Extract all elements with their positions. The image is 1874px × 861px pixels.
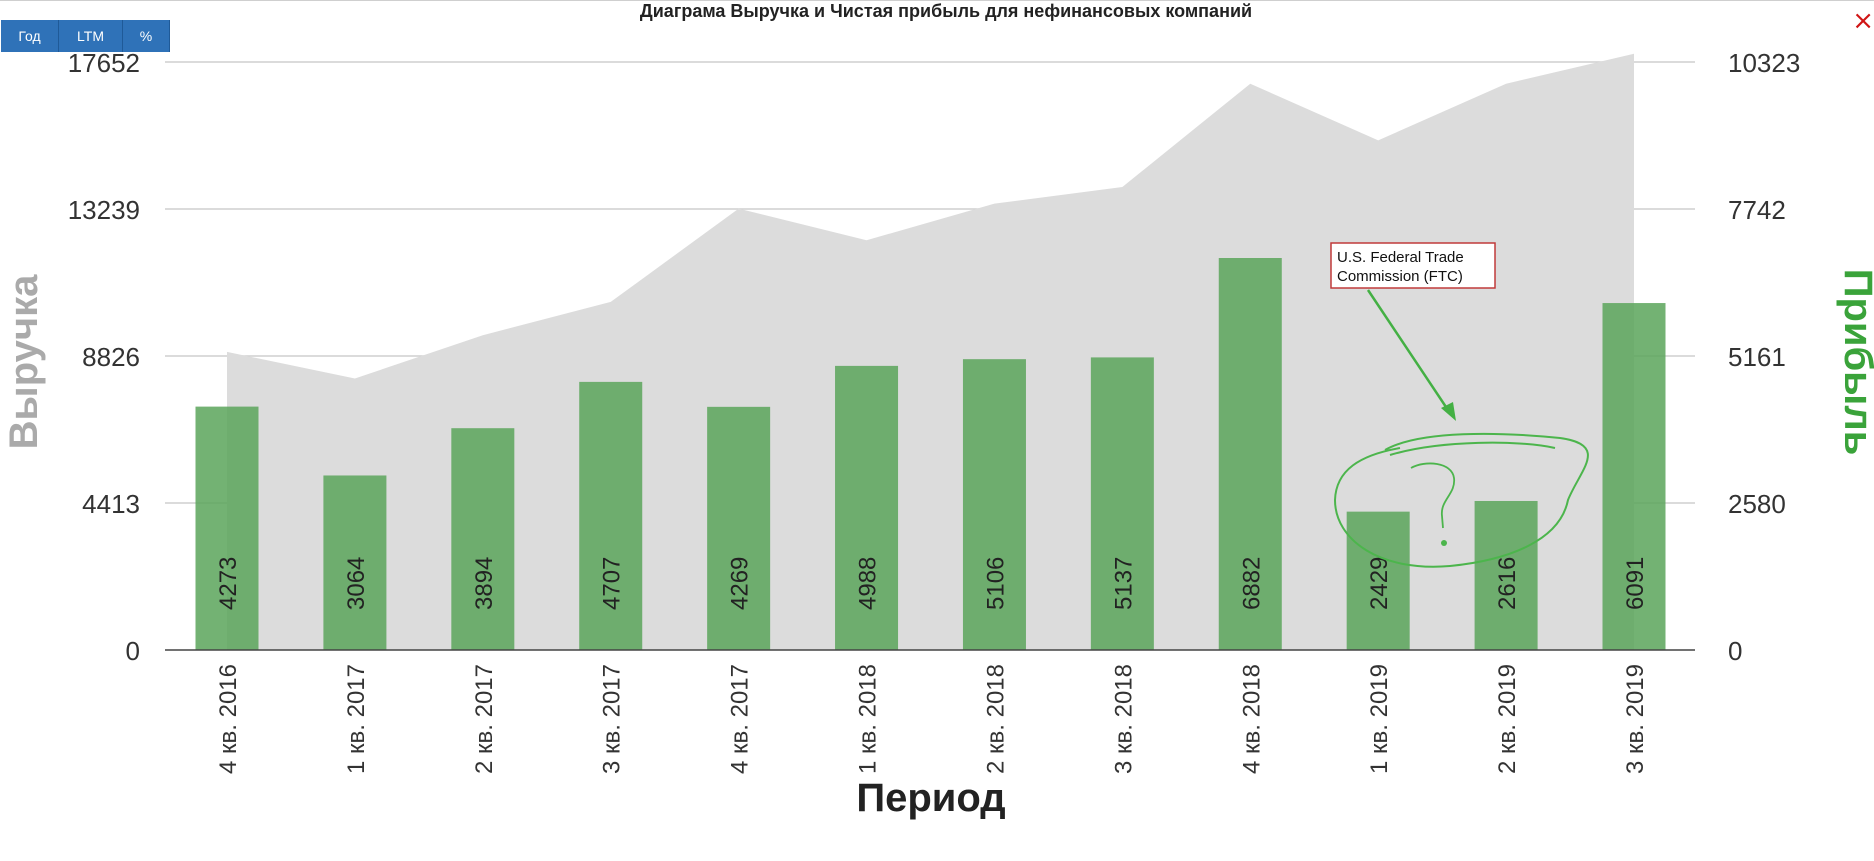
left-tick-label: 13239	[68, 195, 140, 225]
category-label: 1 кв. 2017	[343, 664, 370, 774]
bar-value-label: 3064	[343, 557, 370, 610]
axes: 0 4413 8826 13239 17652 0 2580 5161 7742 10323 4 к…	[68, 48, 1801, 774]
profit-bar	[962, 359, 1026, 650]
category-label: 2 кв. 2019	[1494, 664, 1521, 774]
category-label: 3 кв. 2019	[1622, 664, 1649, 774]
profit-bar	[1218, 258, 1282, 650]
right-tick-label: 7742	[1728, 195, 1786, 225]
profit-bar	[1602, 303, 1666, 650]
x-axis-title: Период	[856, 776, 1005, 820]
bar-value-label: 2616	[1494, 557, 1521, 610]
ftc-annotation: U.S. Federal Trade Commission (FTC)	[1330, 242, 1589, 568]
bar-value-label: 4273	[215, 557, 242, 610]
right-tick-label: 10323	[1728, 48, 1800, 78]
left-tick-label: 4413	[82, 489, 140, 519]
bar-value-label: 5106	[982, 557, 1009, 610]
right-tick-label: 0	[1728, 636, 1742, 666]
right-tick-label: 2580	[1728, 489, 1786, 519]
bar-value-label: 4988	[855, 557, 882, 610]
close-icon[interactable]: ×	[1852, 6, 1874, 36]
left-tick-label: 17652	[68, 48, 140, 78]
bar-value-label: 4707	[599, 557, 626, 610]
profit-bar	[451, 428, 515, 650]
profit-bar	[579, 381, 643, 650]
category-label: 4 кв. 2017	[727, 664, 754, 774]
ltm-button[interactable]: LTM	[59, 20, 123, 52]
right-axis-title: Прибыль	[1836, 269, 1874, 456]
category-label: 2 кв. 2017	[471, 664, 498, 774]
chart-title: Диаграма Выручка и Чистая прибыль для не…	[640, 1, 1252, 21]
hand-drawn-circle	[1333, 432, 1589, 568]
arrow-head-icon	[1441, 402, 1456, 421]
revenue-area	[227, 53, 1634, 650]
profit-bar	[835, 365, 899, 650]
annotation-line-2: Commission (FTC)	[1337, 268, 1463, 285]
left-tick-label: 0	[126, 636, 140, 666]
profit-bar	[1346, 511, 1410, 650]
year-button[interactable]: Год	[1, 20, 59, 52]
bar-value-label: 4269	[727, 557, 754, 610]
category-label: 1 кв. 2018	[855, 664, 882, 774]
top-border	[0, 0, 1874, 1]
left-tick-label: 8826	[82, 342, 140, 372]
bar-value-label: 3894	[471, 557, 498, 610]
annotation-arrow	[1366, 289, 1452, 414]
bar-value-label: 6882	[1238, 557, 1265, 610]
annotation-line-1: U.S. Federal Trade	[1337, 249, 1464, 266]
category-label: 1 кв. 2019	[1366, 664, 1393, 774]
percent-button[interactable]: %	[123, 20, 170, 52]
profit-bar	[195, 406, 259, 650]
category-label: 4 кв. 2018	[1238, 664, 1265, 774]
bar-value-label: 6091	[1622, 557, 1649, 610]
revenue-area-series	[227, 53, 1634, 650]
question-mark-dot	[1441, 540, 1447, 546]
profit-bar	[1090, 357, 1154, 650]
bar-value-label: 5137	[1110, 557, 1137, 610]
left-axis-title: Выручка	[2, 274, 46, 449]
category-label: 4 кв. 2016	[215, 664, 242, 774]
category-label: 3 кв. 2017	[599, 664, 626, 774]
profit-bar-series: 4273 3064 3894 4707 4269 4988 5106 5137 6882 2429…	[195, 258, 1666, 650]
annotation-box	[1330, 242, 1496, 289]
profit-bar	[1474, 500, 1538, 650]
profit-bar	[707, 406, 771, 650]
profit-bar	[323, 475, 387, 650]
question-mark-icon	[1410, 462, 1455, 529]
right-tick-label: 5161	[1728, 342, 1786, 372]
category-label: 2 кв. 2018	[982, 664, 1009, 774]
period-toolbar: Год LTM %	[1, 20, 170, 52]
bar-value-label: 2429	[1366, 557, 1393, 610]
category-label: 3 кв. 2018	[1110, 664, 1137, 774]
